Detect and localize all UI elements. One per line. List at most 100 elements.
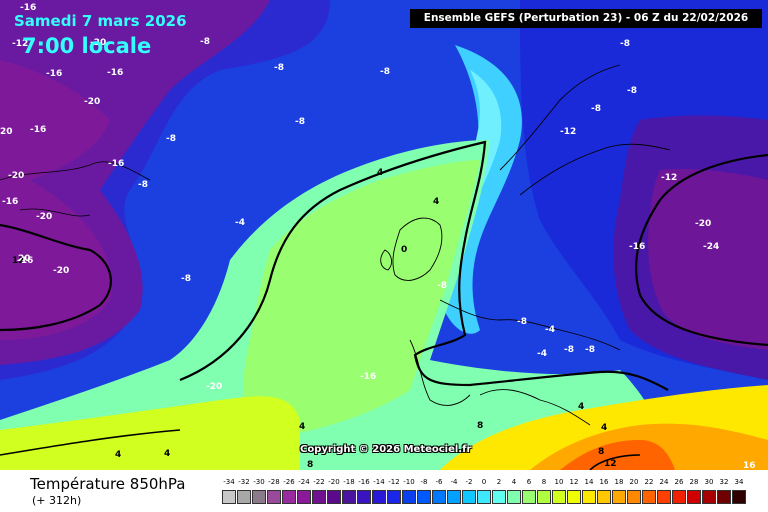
scale-label: 14 [584,478,594,486]
isotherm-label: 4 [377,168,383,178]
isotherm-label: -20 [36,212,52,222]
scale-swatch [522,490,536,504]
scale-swatch [537,490,551,504]
isotherm-label: -8 [627,86,637,96]
scale-swatch [432,490,446,504]
scale-label: -34 [223,478,235,486]
variable-name: Température 850hPa [30,475,186,493]
scale-label: -16 [358,478,370,486]
scale-swatch [567,490,581,504]
isotherm-label: -20 [695,219,711,229]
scale-label: 6 [526,478,532,486]
scale-swatch [552,490,566,504]
mild-green-zone [243,160,480,440]
hotter-zone-south [560,440,675,470]
scale-label: 0 [481,478,487,486]
scale-swatch [657,490,671,504]
isotherm-warm-line [0,429,181,456]
isotherm-label: -8 [295,117,305,127]
coastline-greenland [0,161,151,217]
scale-label: -14 [373,478,385,486]
isotherm-label: -20 [206,382,222,392]
scale-label: 30 [704,478,714,486]
scale-label: 8 [541,478,547,486]
scale-swatch [297,490,311,504]
scale-label: -30 [253,478,265,486]
scale-label: 12 [569,478,579,486]
color-scale [222,490,752,506]
isotherm-label: -16 [2,197,18,207]
scale-swatch [342,490,356,504]
isotherm-label: -16 [360,372,376,382]
isotherm-label: -16 [17,256,33,266]
scale-swatch [267,490,281,504]
isotherm-label: -12 [560,127,576,137]
scale-swatch [612,490,626,504]
scale-label: -32 [238,478,250,486]
scale-label: 2 [496,478,502,486]
scale-label: -8 [420,478,428,486]
extreme-cold-zone-northwest [0,60,112,340]
isotherm-label: 0 [401,245,407,255]
run-info-banner: Ensemble GEFS (Perturbation 23) - 06 Z d… [410,9,762,28]
isotherm-label: -20 [53,266,69,276]
isotherm-label: 4 [601,423,607,433]
isotherm-label: 20 [0,127,13,137]
scale-swatch [252,490,266,504]
scale-swatch [357,490,371,504]
scale-label: -6 [435,478,443,486]
isotherm-label: -8 [181,274,191,284]
scale-label: 10 [554,478,564,486]
isotherm-label: 8 [307,460,313,470]
scale-swatch [507,490,521,504]
scale-label: 28 [689,478,699,486]
scale-swatch [597,490,611,504]
isotherm-label: -8 [517,317,527,327]
isotherm-label: -8 [138,180,148,190]
scale-label: 22 [644,478,654,486]
isotherm-label: -20 [8,171,24,181]
isotherm-label: -16 [629,242,645,252]
forecast-date: Samedi 7 mars 2026 [14,12,187,30]
scale-swatch [687,490,701,504]
scale-label: -2 [465,478,473,486]
isotherm-label: -8 [437,281,447,291]
isotherm-label: 4 [433,197,439,207]
isotherm-cold-east-line [634,153,768,347]
scale-label: -28 [268,478,280,486]
isotherm-label: 4 [164,449,170,459]
isotherm-label: 4 [115,450,121,460]
scale-swatch [642,490,656,504]
isotherm-label: -8 [380,67,390,77]
scale-swatch [237,490,251,504]
scale-label: -4 [450,478,458,486]
scale-label: 32 [719,478,729,486]
isotherm-label: -16 [46,69,62,79]
lead-time: (+ 312h) [32,494,82,507]
extreme-cold-zone-east [648,168,768,350]
isotherm-label: -16 [30,125,46,135]
isotherm-label: 12 [604,459,617,469]
scale-swatch [492,490,506,504]
scale-swatch [717,490,731,504]
color-scale-labels: -34 -32 -30 -28 -26 -24 -22 -20 -18 -16 -14 -12 -10-… [222,478,752,490]
scale-label: 20 [629,478,639,486]
scale-swatch [327,490,341,504]
coastline-british-isles [380,217,443,281]
scale-label: 24 [659,478,669,486]
isotherm-label: 16 [743,461,756,470]
footer-panel: Température 850hPa (+ 312h) -34 -32 -30 -28… [0,470,768,512]
isotherm-label: -8 [274,63,284,73]
scale-swatch [732,490,746,504]
coastline-scandinavia [499,64,671,196]
isotherm-label: -4 [545,325,555,335]
isotherm-label: -8 [620,39,630,49]
isotherm-label: 4 [299,422,305,432]
copyright-text: Copyright © 2026 Meteociel.fr [300,444,472,455]
isotherm-label: -8 [591,104,601,114]
scale-swatch [387,490,401,504]
isotherm-label: -20 [90,38,106,48]
temperature-map: -16 -12 -20 -16 -16 -20 -16 20 -16 -20 -16 -20 -8 -8 -… [0,0,768,470]
isotherm-label: 12 [12,256,25,266]
forecast-time: 7:00 locale [22,34,152,58]
